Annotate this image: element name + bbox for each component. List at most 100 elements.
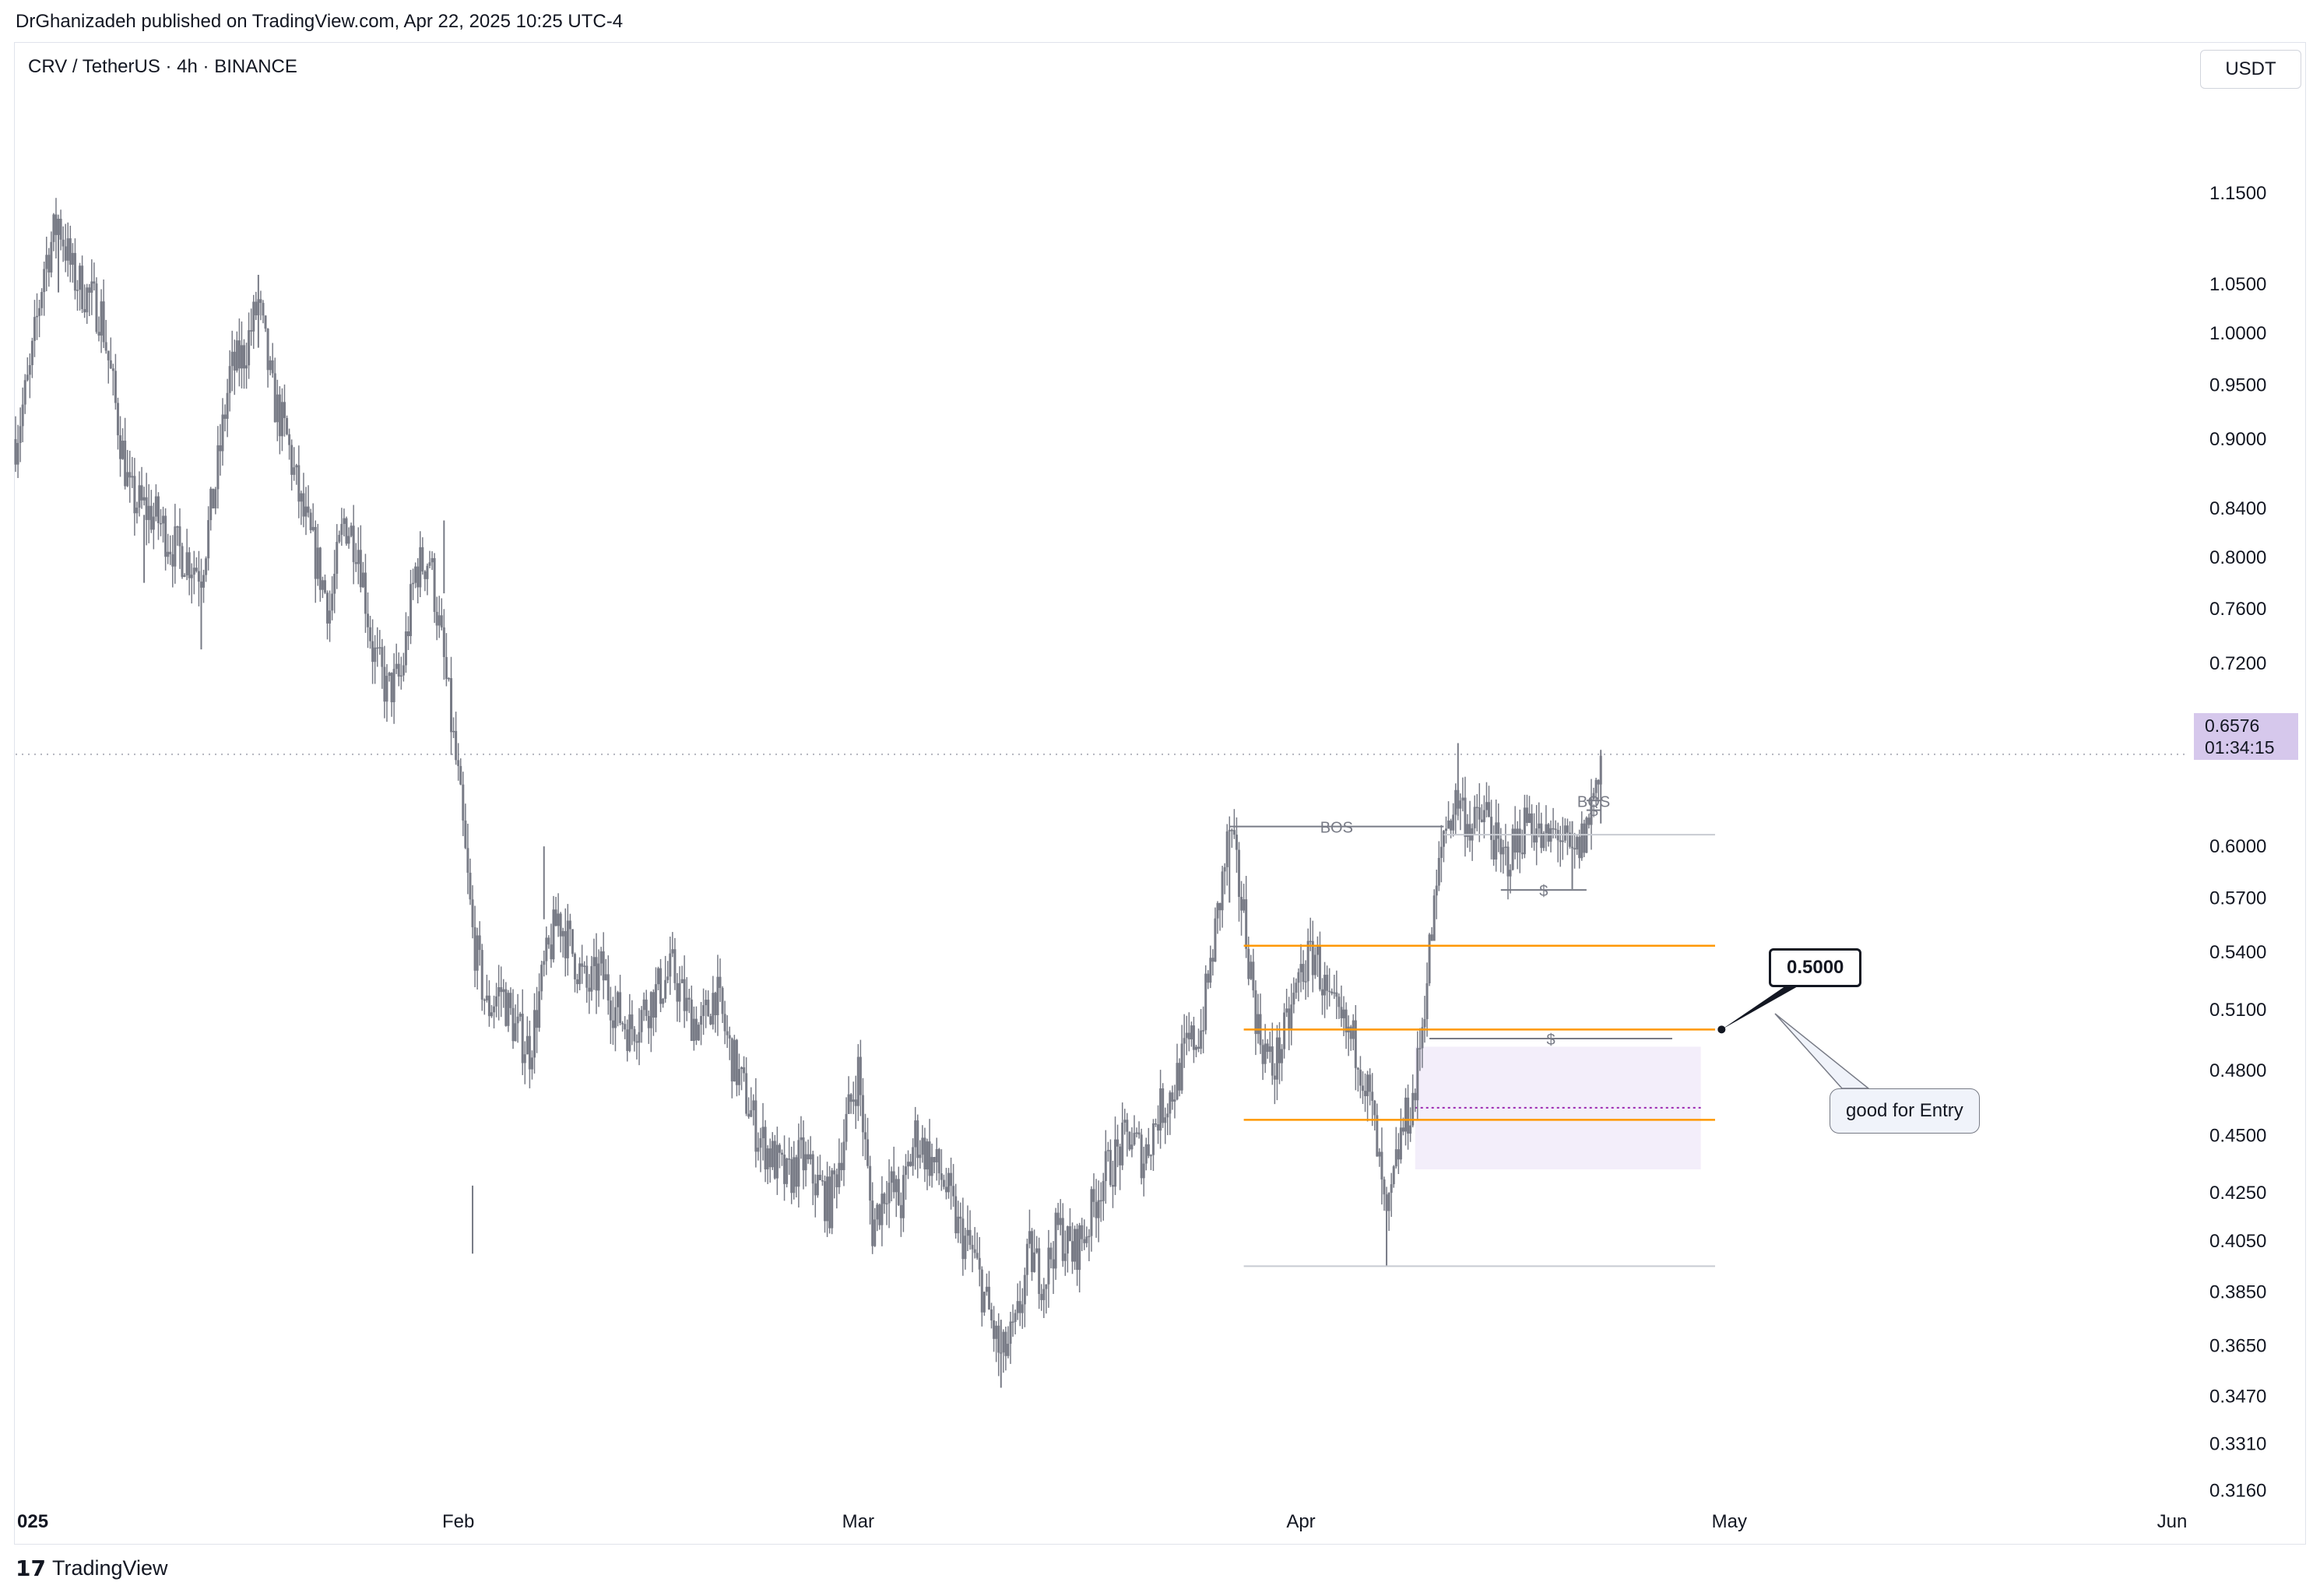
candle-body bbox=[961, 1218, 965, 1260]
candle-body bbox=[1580, 823, 1584, 859]
candle-body bbox=[329, 610, 332, 624]
candle-body bbox=[1002, 1331, 1005, 1353]
candle-body bbox=[554, 909, 557, 926]
candle-body bbox=[1238, 849, 1241, 898]
candle-body bbox=[1387, 1193, 1390, 1211]
candle-body bbox=[745, 1073, 748, 1114]
candle-body bbox=[985, 1286, 988, 1292]
candle-body bbox=[1383, 1179, 1386, 1195]
candle-body bbox=[780, 1152, 783, 1155]
candle-body bbox=[1083, 1239, 1086, 1243]
candle-body bbox=[1464, 797, 1467, 837]
candle-body bbox=[1576, 836, 1579, 850]
candle-body bbox=[604, 974, 607, 981]
candle-body bbox=[40, 292, 44, 308]
candle-body bbox=[280, 402, 283, 437]
y-tick-label: 0.3470 bbox=[2209, 1387, 2266, 1408]
candle-body bbox=[1407, 1097, 1410, 1134]
candle-body bbox=[1499, 838, 1503, 855]
candle-body bbox=[1439, 846, 1443, 858]
candle-body bbox=[1444, 828, 1447, 831]
candle-body bbox=[975, 1253, 979, 1258]
note-pointer bbox=[1774, 1013, 1871, 1089]
candle-body bbox=[197, 571, 200, 582]
x-tick-label: Feb bbox=[442, 1511, 474, 1532]
candle-body bbox=[455, 730, 458, 761]
candle-body bbox=[1038, 1248, 1041, 1295]
candle-body bbox=[1283, 1012, 1286, 1049]
candle-body bbox=[1047, 1247, 1050, 1285]
candle-body bbox=[1078, 1225, 1081, 1271]
candle-body bbox=[824, 1181, 827, 1222]
candle-body bbox=[109, 360, 112, 369]
entry-price-callout[interactable]: 0.5000 bbox=[1769, 948, 1862, 987]
candle-body bbox=[1090, 1189, 1093, 1236]
candle-body bbox=[1016, 1301, 1019, 1313]
candle-body bbox=[536, 1010, 539, 1028]
candle-body bbox=[1243, 899, 1246, 911]
candle-body bbox=[1023, 1274, 1026, 1305]
candle-body bbox=[1416, 1048, 1419, 1101]
candle-body bbox=[568, 920, 571, 930]
candle-body bbox=[447, 678, 450, 680]
candle-body bbox=[1028, 1231, 1031, 1244]
candle-body bbox=[883, 1193, 886, 1204]
candle-body bbox=[1180, 1043, 1183, 1091]
candle-body bbox=[36, 315, 39, 318]
candle-body bbox=[521, 1014, 524, 1063]
candle-body bbox=[450, 678, 453, 733]
candle-body bbox=[921, 1137, 924, 1155]
candle-body bbox=[1525, 807, 1528, 824]
candle-body bbox=[842, 1141, 845, 1171]
candle-body bbox=[1171, 1092, 1174, 1102]
brand-footer[interactable]: 17 TradingView bbox=[16, 1556, 168, 1581]
candle-body bbox=[1014, 1313, 1017, 1322]
candle-body bbox=[638, 1032, 641, 1043]
candle-body bbox=[1104, 1151, 1107, 1182]
candle-body bbox=[1250, 961, 1253, 979]
candle-body bbox=[1333, 992, 1336, 994]
candle-body bbox=[926, 1141, 929, 1170]
candle-body bbox=[930, 1157, 933, 1176]
currency-button[interactable]: USDT bbox=[2200, 50, 2301, 89]
candle-body bbox=[233, 351, 236, 371]
candle-body bbox=[404, 631, 407, 666]
candle-body bbox=[195, 568, 198, 571]
candle-body bbox=[621, 1023, 624, 1025]
candle-body bbox=[457, 760, 460, 766]
candle-body bbox=[212, 488, 215, 508]
candle-body bbox=[1169, 1092, 1172, 1114]
candle-body bbox=[30, 340, 33, 365]
candles bbox=[14, 198, 1602, 1388]
candle-body bbox=[1590, 799, 1593, 825]
candle-body bbox=[1178, 1063, 1181, 1091]
y-tick-label: 0.4500 bbox=[2209, 1125, 2266, 1146]
candle-body bbox=[543, 961, 546, 965]
entry-note-callout[interactable]: good for Entry bbox=[1830, 1088, 1980, 1134]
candle-body bbox=[504, 989, 508, 1026]
candle-body bbox=[1359, 1069, 1362, 1086]
candle-body bbox=[38, 308, 41, 316]
candle-body bbox=[628, 1014, 631, 1051]
symbol-title[interactable]: CRV / TetherUS · 4h · BINANCE bbox=[28, 56, 297, 77]
candle-body bbox=[968, 1229, 972, 1245]
candle-body bbox=[1252, 961, 1255, 991]
candle-body bbox=[1542, 833, 1545, 849]
candle-body bbox=[438, 615, 441, 626]
candle-body bbox=[1162, 1088, 1165, 1123]
candle-body bbox=[1240, 897, 1243, 911]
candle-body bbox=[293, 467, 296, 475]
candle-body bbox=[83, 309, 86, 313]
candle-body bbox=[714, 993, 717, 1015]
price-axis: 1.1500 1.0500 1.0000 0.9500 0.9000 0.8400 0.80… bbox=[2209, 183, 2266, 1501]
candle-body bbox=[174, 526, 177, 567]
candle-body bbox=[1192, 1025, 1195, 1050]
candle-body bbox=[154, 496, 157, 517]
candle-body bbox=[259, 299, 262, 304]
candle-body bbox=[248, 330, 251, 366]
candle-body bbox=[669, 953, 672, 977]
candle-body bbox=[680, 979, 684, 983]
candle-body bbox=[678, 983, 681, 1002]
candle-body bbox=[304, 506, 308, 517]
